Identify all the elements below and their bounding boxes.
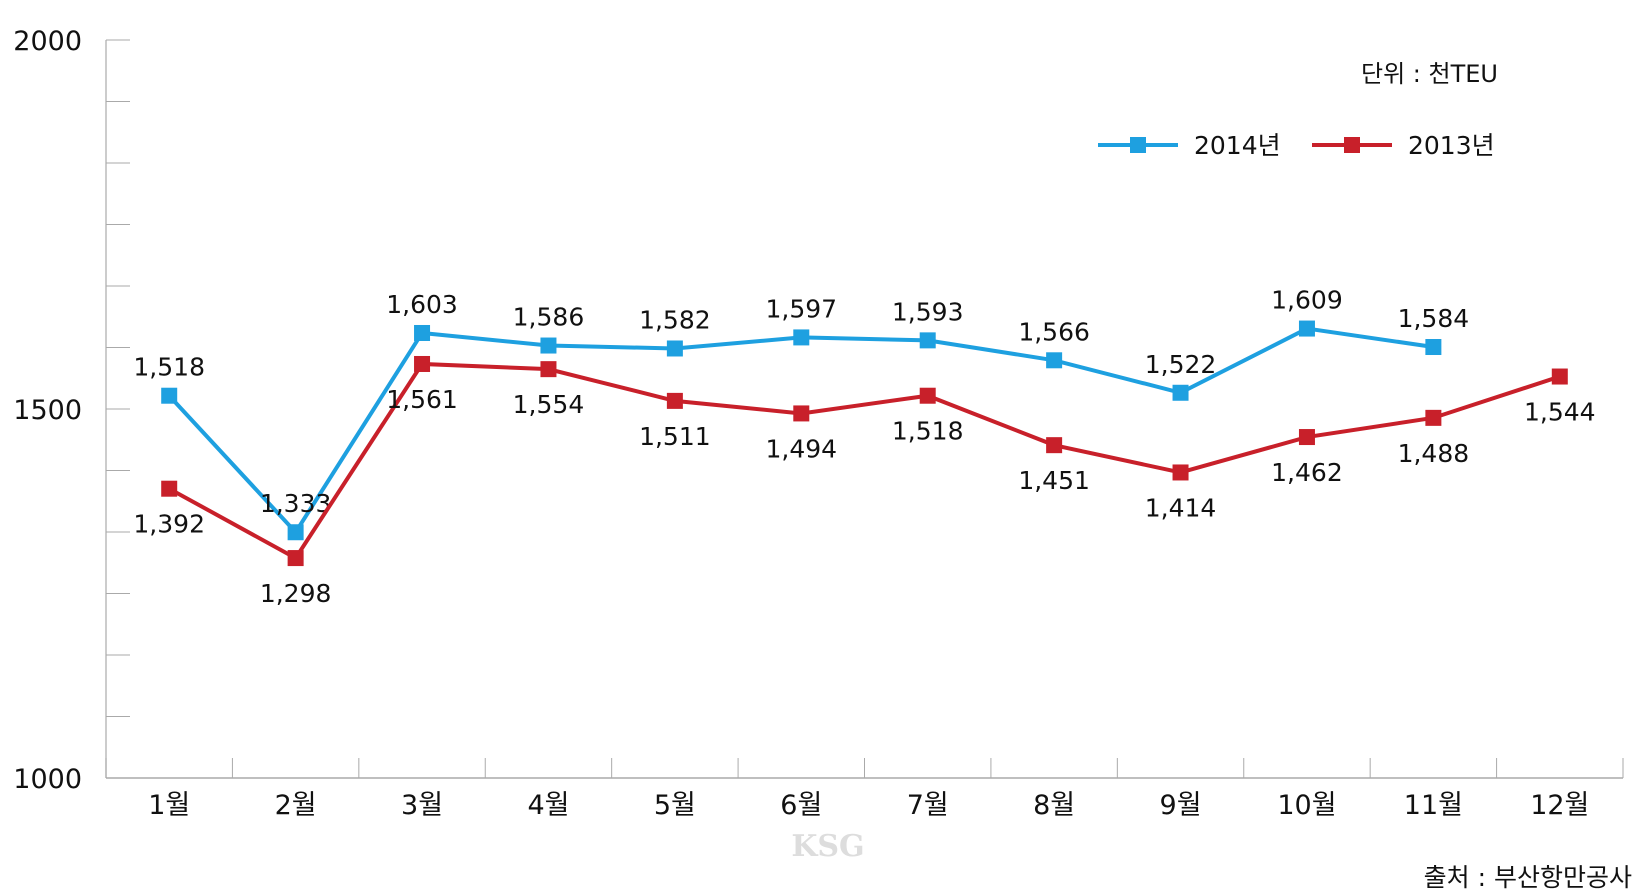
data-label: 1,609	[1271, 286, 1343, 315]
series-2013년: 1,392 1,298 1,561 1,554 1,511 1,494 1,518 1,451…	[133, 355, 1596, 608]
data-point	[919, 332, 936, 349]
watermark: KSG	[791, 829, 864, 864]
x-tick-label: 11월	[1404, 790, 1463, 821]
x-tick-label: 6월	[780, 790, 822, 821]
data-point	[1425, 409, 1442, 426]
data-point	[1046, 437, 1063, 454]
data-point	[287, 550, 304, 567]
data-label: 1,333	[260, 489, 332, 518]
data-point	[540, 337, 557, 354]
data-point	[666, 340, 683, 357]
data-point	[1298, 429, 1315, 446]
data-label: 1,451	[1018, 466, 1090, 495]
data-point	[540, 361, 557, 378]
data-point	[161, 480, 178, 497]
legend-item: 2013년	[1312, 131, 1495, 160]
data-label: 1,582	[639, 305, 711, 334]
data-point	[1046, 352, 1063, 369]
legend-label: 2014년	[1194, 131, 1281, 160]
data-label: 1,544	[1524, 398, 1596, 427]
x-tick-label: 5월	[654, 790, 696, 821]
legend-marker	[1344, 137, 1360, 153]
data-point	[666, 392, 683, 409]
data-label: 1,518	[133, 353, 205, 382]
x-tick-label: 4월	[527, 790, 569, 821]
x-tick-label: 12월	[1530, 790, 1589, 821]
data-label: 1,584	[1398, 304, 1470, 333]
x-tick-label: 8월	[1033, 790, 1075, 821]
data-point	[161, 387, 178, 404]
series-line	[167, 326, 1434, 536]
data-label: 1,462	[1271, 458, 1343, 487]
data-point	[414, 355, 431, 372]
series-2014년: 1,518 1,333 1,603 1,586 1,582 1,597 1,593 1,566…	[133, 286, 1469, 541]
data-label: 1,518	[892, 417, 964, 446]
data-point	[1425, 339, 1442, 356]
data-label: 1,603	[386, 290, 458, 319]
data-point	[1172, 384, 1189, 401]
legend-marker	[1130, 137, 1146, 153]
data-label: 1,566	[1018, 317, 1090, 346]
y-tick-label: 1000	[13, 764, 82, 795]
x-tick-label: 7월	[907, 790, 949, 821]
data-point	[1172, 464, 1189, 481]
data-label: 1,414	[1145, 493, 1217, 522]
data-label: 1,561	[386, 385, 458, 414]
x-tick-label: 10월	[1277, 790, 1336, 821]
x-tick-label: 2월	[275, 790, 317, 821]
data-label: 1,597	[766, 294, 838, 323]
legend-item: 2014년	[1098, 131, 1281, 160]
data-label: 1,392	[133, 510, 205, 539]
y-tick-label: 1500	[13, 395, 82, 426]
data-label: 1,593	[892, 297, 964, 326]
data-label: 1,511	[639, 422, 711, 451]
x-tick-label: 1월	[148, 790, 190, 821]
x-tick-label: 3월	[401, 790, 443, 821]
data-point	[1298, 320, 1315, 337]
data-label: 1,554	[513, 390, 585, 419]
y-tick-label: 2000	[13, 26, 82, 57]
data-label: 1,494	[766, 434, 838, 463]
data-label: 1,586	[513, 303, 585, 332]
data-point	[414, 324, 431, 341]
data-point	[793, 405, 810, 422]
data-point	[919, 387, 936, 404]
source-label: 출처 : 부산항만공사	[1424, 863, 1632, 889]
data-point	[793, 329, 810, 346]
data-label: 1,298	[260, 579, 332, 608]
data-label: 1,522	[1145, 350, 1217, 379]
data-point	[287, 524, 304, 541]
unit-label: 단위 : 천TEU	[1361, 60, 1498, 88]
data-point	[1551, 368, 1568, 385]
data-label: 1,488	[1398, 439, 1470, 468]
x-tick-label: 9월	[1160, 790, 1202, 821]
legend-label: 2013년	[1408, 131, 1495, 160]
series-line	[168, 361, 1561, 561]
